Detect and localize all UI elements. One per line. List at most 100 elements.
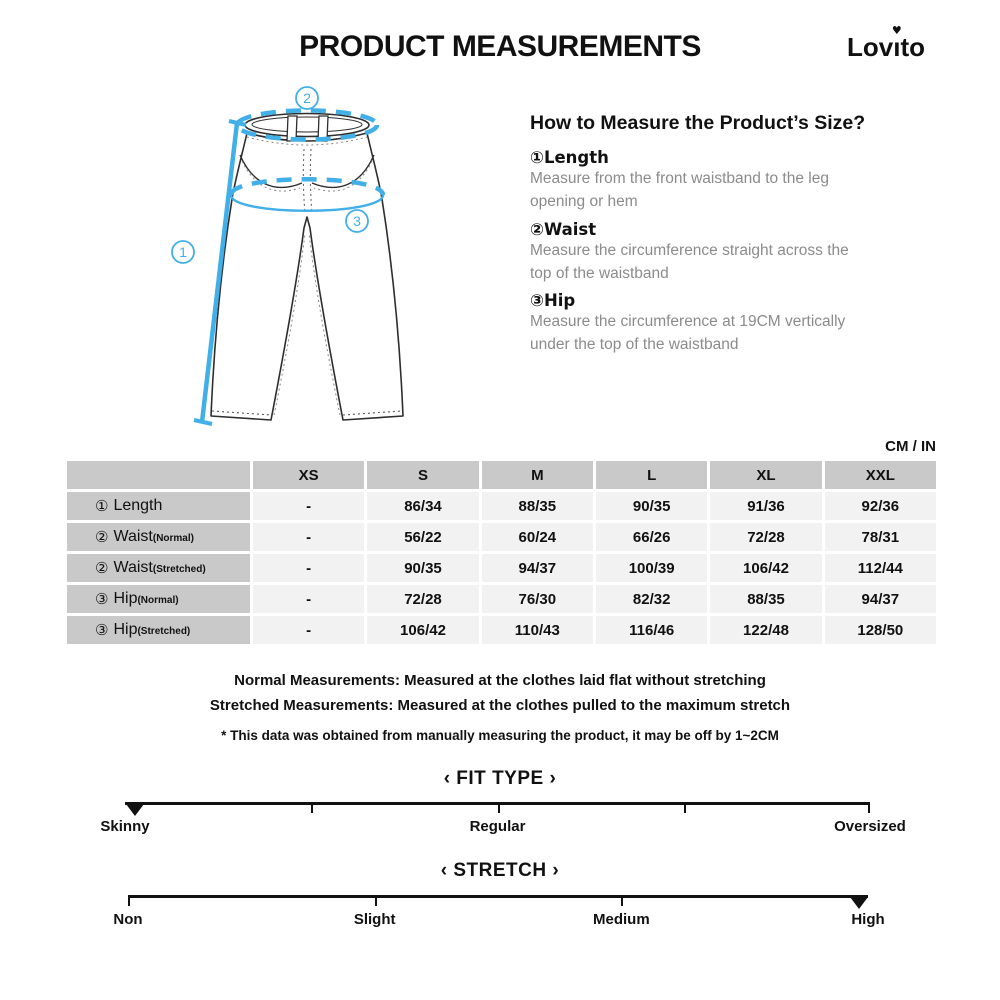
left-pocket: [239, 154, 303, 189]
right-inseam-stitch: [308, 232, 341, 416]
measure-item-hip-label: ③Hip: [530, 291, 576, 310]
fit-type-tick: [497, 802, 500, 813]
table-cell: 82/32: [596, 585, 708, 613]
table-cell: 92/36: [824, 492, 936, 520]
row-label-waist-normal: ② Waist (Normal): [67, 523, 250, 551]
column-header-l: L: [596, 461, 708, 489]
table-cell: 122/48: [710, 616, 822, 644]
table-cell: 72/28: [710, 523, 822, 551]
heart-icon: ♥: [891, 24, 902, 37]
table-cell: 116/46: [596, 616, 708, 644]
column-header-xl: XL: [710, 461, 822, 489]
hip-measure-ellipse-bottom: [229, 194, 385, 212]
marker-circle-1: [171, 240, 195, 264]
stretch-label-slight: Slight: [353, 911, 396, 928]
column-header-s: S: [367, 461, 479, 489]
fit-type-tick: [868, 802, 870, 813]
pants-measurement-diagram: 1 2 3: [171, 86, 404, 426]
note-normal-measurements: Normal Measurements: Measured at the clo…: [234, 672, 766, 689]
brand-logo-post: to: [900, 32, 925, 62]
how-to-measure-title: How to Measure the Product’s Size?: [530, 112, 866, 134]
right-pocket: [311, 154, 375, 189]
measure-item-waist-desc: Measure the circumference straight acros…: [530, 241, 849, 282]
how-to-measure-section: How to Measure the Product’s Size? ①Leng…: [530, 112, 950, 357]
fit-type-tick: [683, 802, 686, 813]
pants-outline: [210, 132, 404, 421]
table-cell: 94/37: [481, 554, 593, 582]
table-cell: 90/35: [367, 554, 479, 582]
table-cell: 78/31: [824, 523, 936, 551]
table-cell: 66/26: [596, 523, 708, 551]
table-cell: 100/39: [596, 554, 708, 582]
marker-number-waist: 2: [303, 90, 311, 106]
table-cell: 110/43: [481, 616, 593, 644]
fit-type-title: ‹ FIT TYPE ›: [443, 768, 557, 789]
stretch-scale-line: [128, 895, 868, 898]
fit-type-label-regular: Regular: [469, 818, 526, 835]
column-header-m: M: [481, 461, 593, 489]
brand-logo-pre: Lov: [846, 32, 894, 62]
unit-label: CM / IN: [885, 438, 936, 455]
stretch-label-medium: Medium: [592, 911, 650, 928]
table-cell: -: [253, 554, 365, 582]
marker-circle-3: [345, 209, 369, 233]
table-cell: 106/42: [367, 616, 479, 644]
waist-measure-ellipse: [234, 108, 380, 142]
table-cell: -: [253, 523, 365, 551]
row-label-length: ① Length: [67, 492, 250, 520]
hip-measure-ellipse-top: [228, 177, 386, 197]
row-label-waist-stretched: ② Waist (Stretched): [67, 554, 250, 582]
length-line-top-cap: [228, 119, 247, 127]
stretch-label-high: High: [851, 911, 885, 928]
column-header-xs: XS: [253, 461, 365, 489]
table-cell: 76/30: [481, 585, 593, 613]
measure-item-length-label: ①Length: [530, 148, 609, 167]
table-cell: 72/28: [367, 585, 479, 613]
size-table: XS S M L XL XXL ① Length - 86/34 88/35 9…: [67, 461, 936, 644]
table-cell: 112/44: [824, 554, 936, 582]
row-label-hip-stretched: ③ Hip (Stretched): [67, 616, 250, 644]
row-label-hip-normal: ③ Hip (Normal): [67, 585, 250, 613]
table-cell: 91/36: [710, 492, 822, 520]
column-header-empty: [67, 461, 250, 489]
table-cell: 88/35: [481, 492, 593, 520]
marker-circle-2: [295, 86, 319, 110]
table-cell: 128/50: [824, 616, 936, 644]
table-cell: -: [253, 492, 365, 520]
stretch-label-non: Non: [113, 911, 143, 928]
table-cell: 106/42: [710, 554, 822, 582]
waistband-inner-edge: [251, 116, 363, 133]
table-cell: -: [253, 616, 365, 644]
fit-type-marker-icon: [126, 804, 144, 816]
table-cell: 56/22: [367, 523, 479, 551]
table-cell: 94/37: [824, 585, 936, 613]
fit-type-tick: [311, 802, 314, 813]
column-header-xxl: XXL: [824, 461, 936, 489]
measurement-disclaimer: * This data was obtained from manually m…: [221, 728, 779, 743]
table-cell: -: [253, 585, 365, 613]
measure-item-hip-desc: Measure the circumference at 19CM vertic…: [530, 313, 846, 354]
table-cell: 90/35: [596, 492, 708, 520]
fit-type-scale: Skinny Regular Oversized: [100, 802, 906, 842]
brand-logo-i: ♥ ı: [891, 24, 902, 62]
fit-type-label-skinny: Skinny: [100, 818, 150, 835]
stretch-tick: [621, 895, 624, 906]
waistband-stitch: [246, 136, 368, 146]
fit-type-label-oversized: Oversized: [834, 818, 906, 835]
stretch-title: ‹ STRETCH ›: [440, 860, 560, 881]
stretch-marker-icon: [850, 897, 868, 909]
page-title: PRODUCT MEASUREMENTS: [299, 30, 701, 63]
length-line-bottom-cap: [193, 418, 213, 426]
stretch-scale: Non Slight Medium High: [113, 895, 885, 935]
marker-number-length: 1: [179, 244, 187, 260]
measure-item-waist-label: ②Waist: [530, 219, 597, 239]
table-cell: 86/34: [367, 492, 479, 520]
measure-item-length-desc: Measure from the front waistband to the …: [530, 170, 829, 211]
note-stretched-measurements: Stretched Measurements: Measured at the …: [209, 697, 791, 714]
left-inseam-stitch: [273, 232, 306, 416]
length-measure-line: [199, 122, 240, 423]
brand-logo: Lov ♥ ıto: [846, 24, 925, 63]
stretch-tick: [128, 895, 130, 906]
marker-number-hip: 3: [353, 213, 361, 229]
table-cell: 60/24: [481, 523, 593, 551]
